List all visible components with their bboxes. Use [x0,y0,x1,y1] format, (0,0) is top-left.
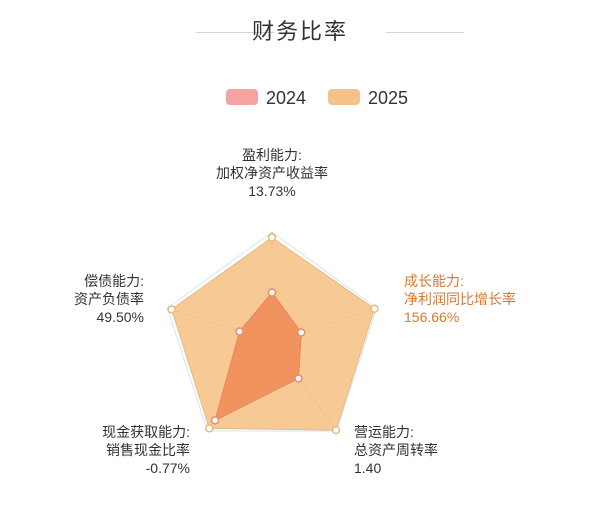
chart-title: 财务比率 [251,19,348,44]
legend-label-2024: 2024 [266,88,307,108]
legend-swatch-2024 [226,89,258,105]
legend: 2024 2025 [0,86,600,110]
axis-label-3: 现金获取能力: 销售现金比率 -0.77% [102,424,190,476]
title-divider-right [386,32,464,33]
legend-swatch-2025 [328,89,360,105]
axis-label-line: 加权净资产收益率 [216,165,328,181]
data-point-2024 [297,328,306,337]
axis-label-line: 净利润同比增长率 [404,291,516,307]
axis-label-line: 营运能力: [354,424,414,440]
data-point-2024 [235,327,244,336]
axis-label-line: 13.73% [248,183,295,199]
data-point-2025 [331,425,341,435]
data-point-2024 [267,288,277,297]
data-point-2024 [210,416,220,425]
series-area-2024 [214,291,302,422]
axis-label-line: 成长能力: [404,273,464,289]
data-point-2025 [267,233,277,242]
axis-label-line: -0.77% [146,460,190,476]
axis-label-line: 49.50% [97,309,144,325]
axis-label-line: 偿债能力: [84,273,144,289]
axis-label-line: 1.40 [354,460,381,476]
axis-label-1: 成长能力: 净利润同比增长率 156.66% [404,273,516,325]
axis-label-line: 现金获取能力: [102,424,190,440]
title-area: 财务比率 [0,10,600,50]
axis-label-line: 总资产周转率 [354,442,438,458]
title-divider-left [196,32,274,33]
axis-label-line: 销售现金比率 [106,442,190,458]
axis-label-line: 156.66% [404,309,459,325]
data-point-2025 [167,305,176,314]
data-point-2025 [205,424,214,433]
axis-labels: 盈利能力: 加权净资产收益率 13.73% 成长能力: 净利润同比增长率 156.66% 营… [74,147,516,476]
axis-label-2: 营运能力: 总资产周转率 1.40 [354,424,438,476]
axis-label-line: 盈利能力: [242,147,302,163]
axis-label-0: 盈利能力: 加权净资产收益率 13.73% [216,147,328,199]
axis-label-4: 偿债能力: 资产负债率 49.50% [74,273,144,325]
data-point-2025 [370,304,379,313]
axis-label-line: 资产负债率 [74,291,144,307]
data-point-2024 [294,374,303,383]
radar-series [167,233,379,435]
radar-outer-ring [166,231,378,432]
legend-label-2025: 2025 [368,88,409,108]
